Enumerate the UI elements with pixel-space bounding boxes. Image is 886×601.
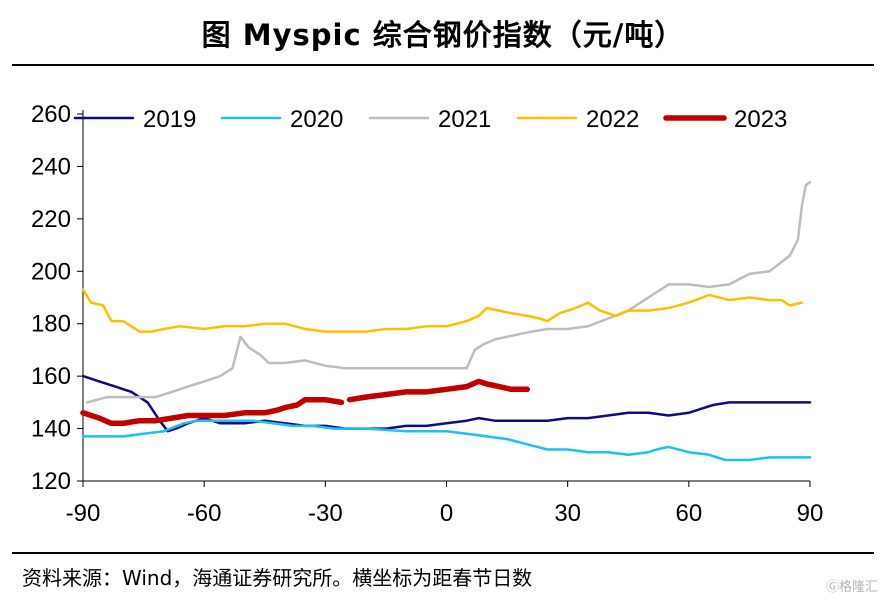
series-line-2021: [85, 180, 812, 404]
y-tick-label: 140: [31, 416, 71, 443]
legend-label-2019: 2019: [143, 106, 196, 133]
footer-rule: [12, 552, 874, 554]
series-line-2023: [80, 396, 345, 427]
y-tick-label: 120: [31, 468, 71, 495]
series-line-2019: [81, 374, 812, 433]
x-tick-label: 60: [675, 500, 702, 527]
title-rule: [12, 64, 874, 66]
chart-axes: 120 140 160 180 200 220 240 260 -90 -60 -30 0 30 60 90: [31, 101, 823, 527]
series-line-2022: [81, 288, 804, 333]
chart-title: 图 Myspic 综合钢价指数（元/吨）: [201, 18, 685, 52]
y-tick-label: 200: [31, 258, 71, 285]
x-tick-label: 0: [440, 500, 453, 527]
y-tick-label: 260: [31, 101, 71, 128]
x-tick-label: 90: [797, 500, 824, 527]
chart-series: [80, 180, 812, 462]
series-line-2020: [81, 419, 812, 462]
y-tick-label: 240: [31, 153, 71, 180]
legend-label-2022: 2022: [586, 106, 639, 133]
y-tick-label: 220: [31, 206, 71, 233]
y-tick-label: 180: [31, 311, 71, 338]
x-tick-label: -30: [308, 500, 343, 527]
series-line-2023: [346, 378, 531, 403]
watermark-logo: Ⓖ格隆汇: [825, 580, 878, 595]
legend-label-2020: 2020: [290, 106, 343, 133]
legend-label-2021: 2021: [438, 106, 491, 133]
x-tick-label: -60: [187, 500, 222, 527]
chart-legend: 2019 2020 2021 2022 2023: [73, 106, 787, 133]
x-tick-label: 30: [554, 500, 581, 527]
source-note: 资料来源：Wind，海通证券研究所。横坐标为距春节日数: [22, 566, 533, 590]
y-tick-label: 160: [31, 363, 71, 390]
legend-label-2023: 2023: [734, 106, 787, 133]
x-tick-label: -90: [66, 500, 101, 527]
